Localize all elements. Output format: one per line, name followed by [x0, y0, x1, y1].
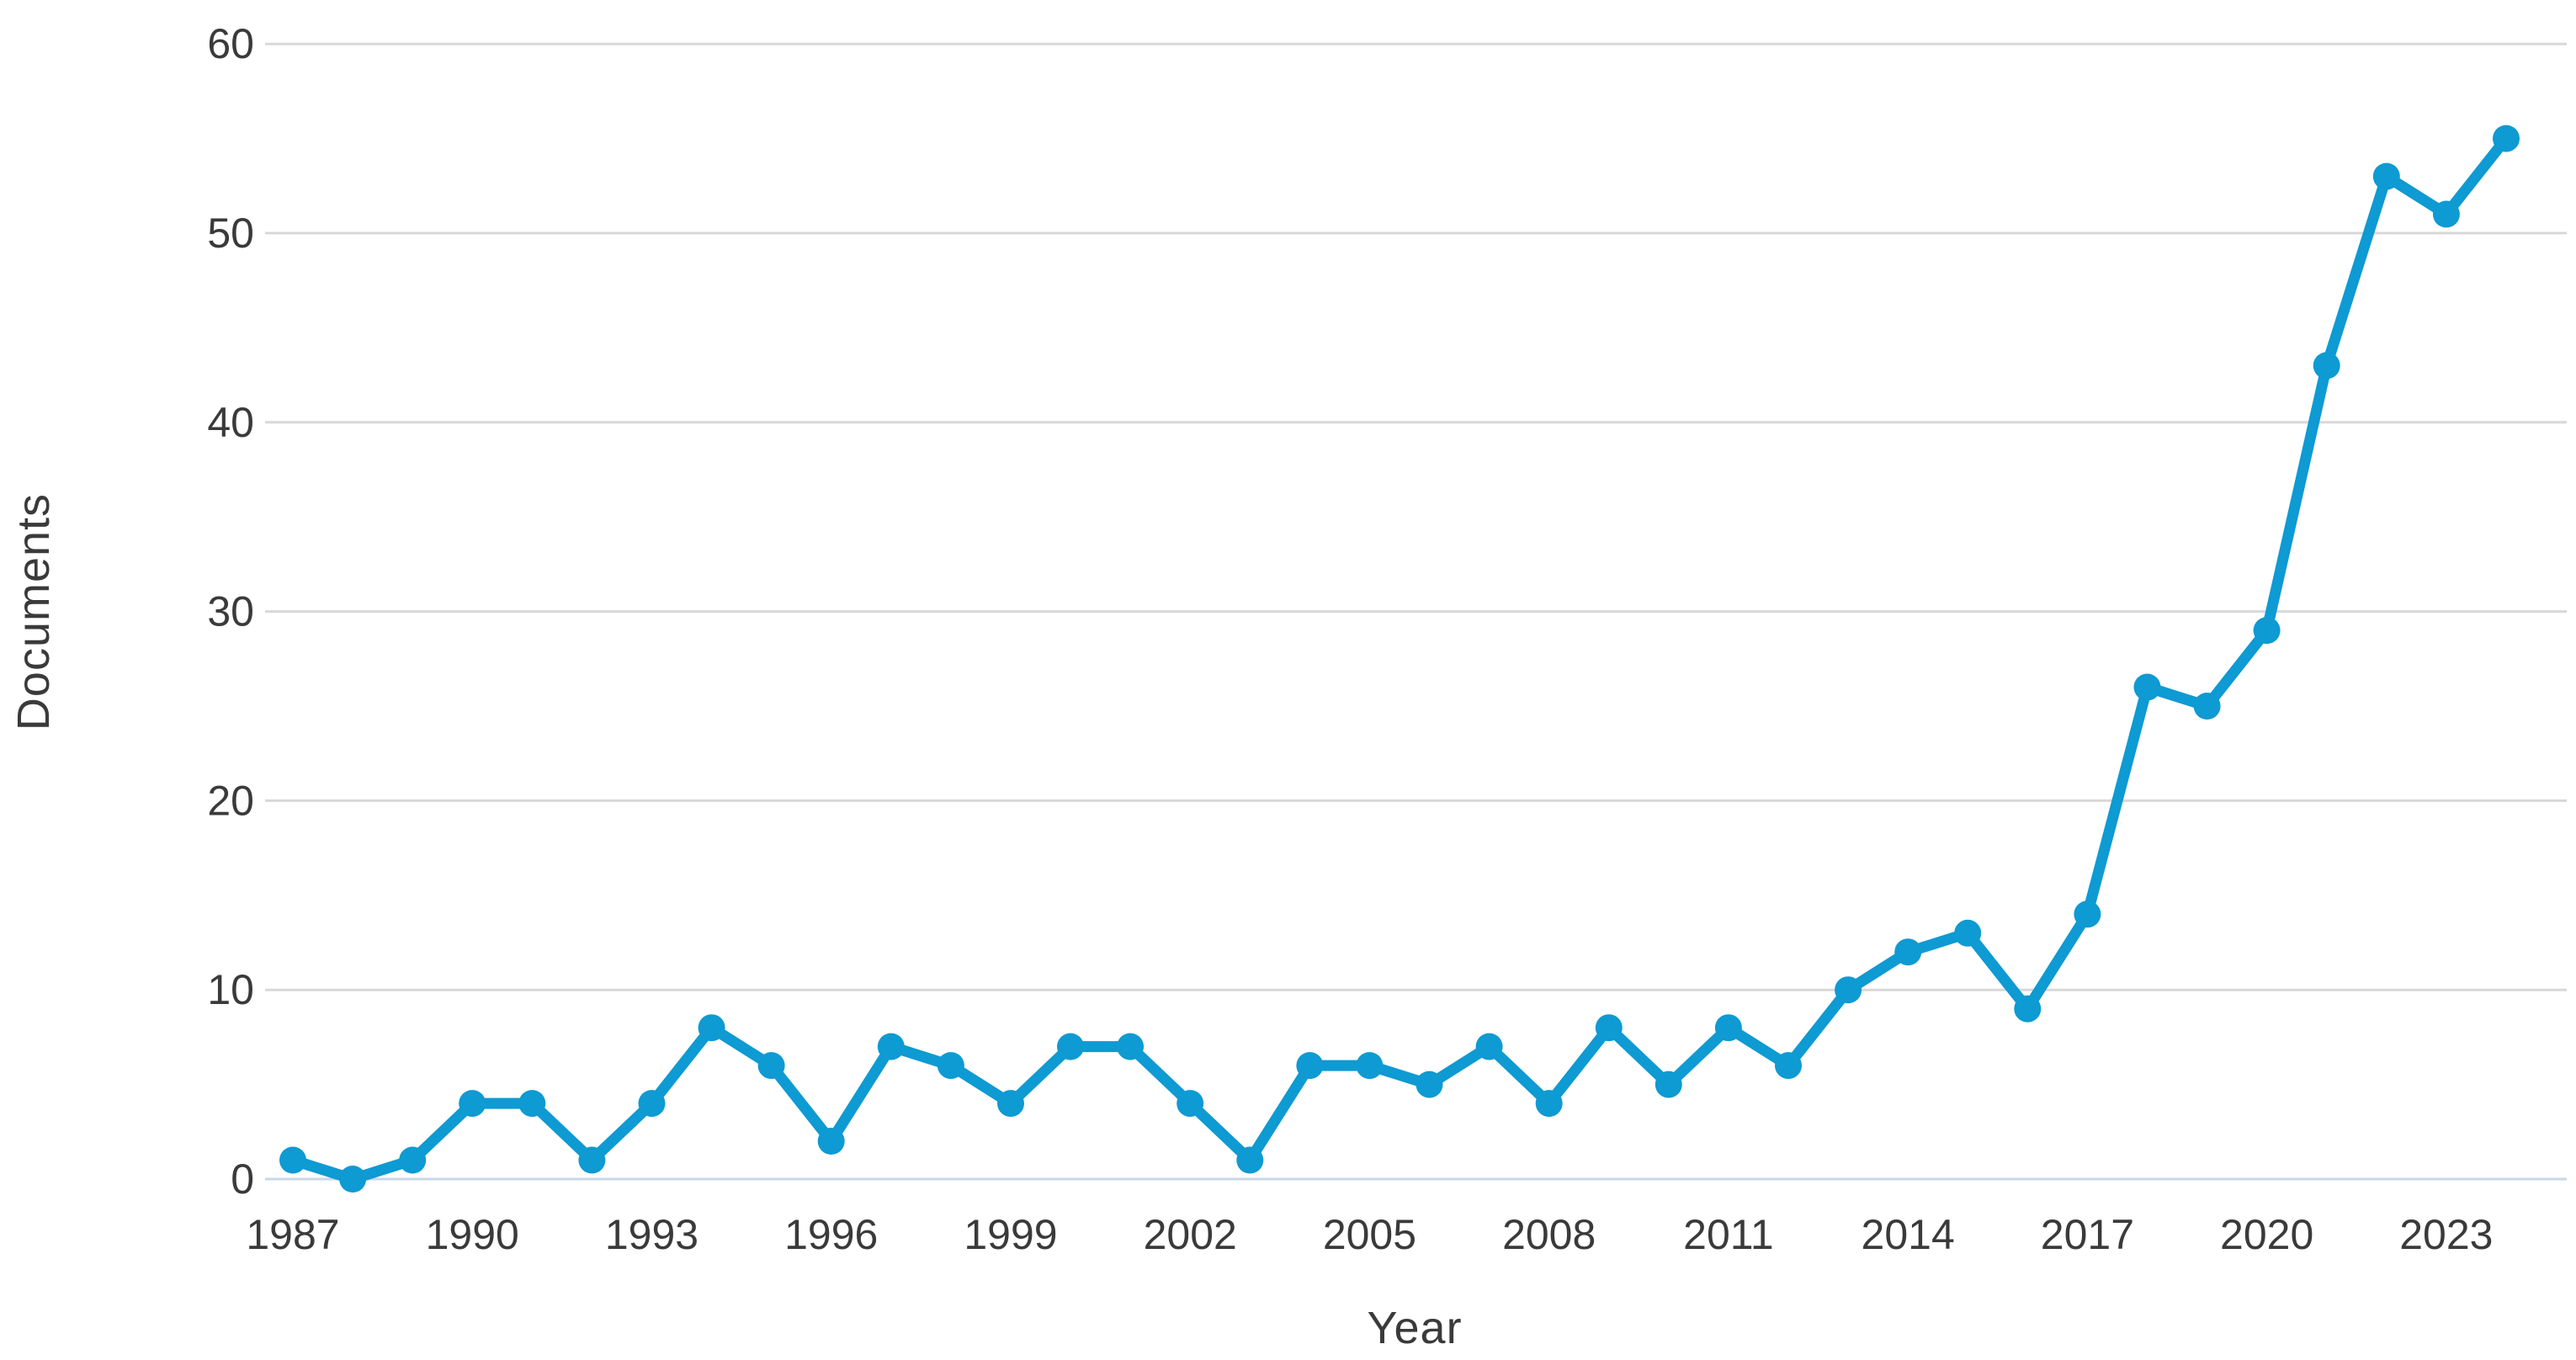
- data-point-marker: [2432, 200, 2460, 228]
- data-point-marker: [2253, 617, 2281, 645]
- x-tick-label: 1999: [964, 1211, 1057, 1258]
- data-point-marker: [1117, 1033, 1145, 1060]
- data-point-marker: [2372, 162, 2400, 190]
- data-point-marker: [518, 1090, 546, 1118]
- data-point-marker: [1835, 976, 1862, 1004]
- series-markers: [279, 125, 2520, 1193]
- data-point-marker: [2014, 995, 2042, 1023]
- x-tick-label: 2005: [1323, 1211, 1416, 1258]
- data-point-marker: [1954, 919, 1982, 947]
- data-point-marker: [2074, 900, 2101, 928]
- data-point-marker: [1236, 1146, 1264, 1174]
- x-tick-label: 1990: [426, 1211, 519, 1258]
- data-point-marker: [2493, 125, 2520, 152]
- data-point-marker: [1654, 1070, 1682, 1098]
- y-tick-label: 20: [207, 777, 254, 824]
- data-point-marker: [1775, 1052, 1802, 1080]
- data-point-marker: [279, 1146, 306, 1174]
- x-tick-label: 2014: [1862, 1211, 1955, 1258]
- y-axis-title: Documents: [8, 492, 59, 731]
- data-point-marker: [1176, 1090, 1204, 1118]
- y-tick-label: 30: [207, 588, 254, 635]
- y-tick-label: 0: [231, 1155, 254, 1203]
- data-point-marker: [1296, 1052, 1324, 1080]
- data-point-marker: [1595, 1014, 1623, 1042]
- data-point-marker: [1714, 1014, 1742, 1042]
- data-point-marker: [578, 1146, 606, 1174]
- data-point-marker: [2193, 693, 2221, 720]
- x-tick-label: 1993: [605, 1211, 698, 1258]
- data-point-marker: [1415, 1070, 1443, 1098]
- data-point-marker: [1535, 1090, 1563, 1118]
- y-tick-labels: 0 10 20 30 40 50 60: [207, 20, 254, 1203]
- data-point-marker: [757, 1052, 785, 1080]
- x-tick-labels: 1987 1990 1993 1996 1999 2002 2005 2008 2011 2014…: [246, 1211, 2493, 1258]
- series-line: [287, 133, 2512, 1185]
- y-tick-label: 60: [207, 20, 254, 67]
- data-point-marker: [2133, 673, 2161, 701]
- data-point-marker: [877, 1033, 905, 1060]
- x-tick-label: 2023: [2399, 1211, 2493, 1258]
- data-point-marker: [339, 1166, 367, 1193]
- data-point-marker: [2313, 352, 2340, 380]
- y-tick-label: 40: [207, 399, 254, 446]
- x-tick-label: 1987: [246, 1211, 339, 1258]
- data-point-marker: [1057, 1033, 1084, 1060]
- x-tick-label: 2002: [1144, 1211, 1237, 1258]
- y-tick-label: 10: [207, 966, 254, 1013]
- data-point-marker: [997, 1090, 1024, 1118]
- data-point-marker: [698, 1014, 725, 1042]
- data-point-marker: [1894, 938, 1922, 966]
- data-point-marker: [459, 1090, 486, 1118]
- x-tick-label: 2020: [2220, 1211, 2313, 1258]
- x-tick-label: 2011: [1683, 1211, 1774, 1258]
- gridlines: [265, 42, 2567, 1181]
- x-tick-label: 1996: [784, 1211, 878, 1258]
- x-tick-label: 2008: [1502, 1211, 1596, 1258]
- data-point-marker: [638, 1090, 666, 1118]
- data-point-marker: [937, 1052, 964, 1080]
- data-point-marker: [1475, 1033, 1503, 1060]
- data-point-marker: [817, 1128, 845, 1155]
- x-tick-label: 2017: [2041, 1211, 2134, 1258]
- x-axis-title: Year: [1367, 1303, 1463, 1353]
- y-tick-label: 50: [207, 210, 254, 257]
- data-point-marker: [399, 1146, 427, 1174]
- data-point-marker: [1356, 1052, 1384, 1080]
